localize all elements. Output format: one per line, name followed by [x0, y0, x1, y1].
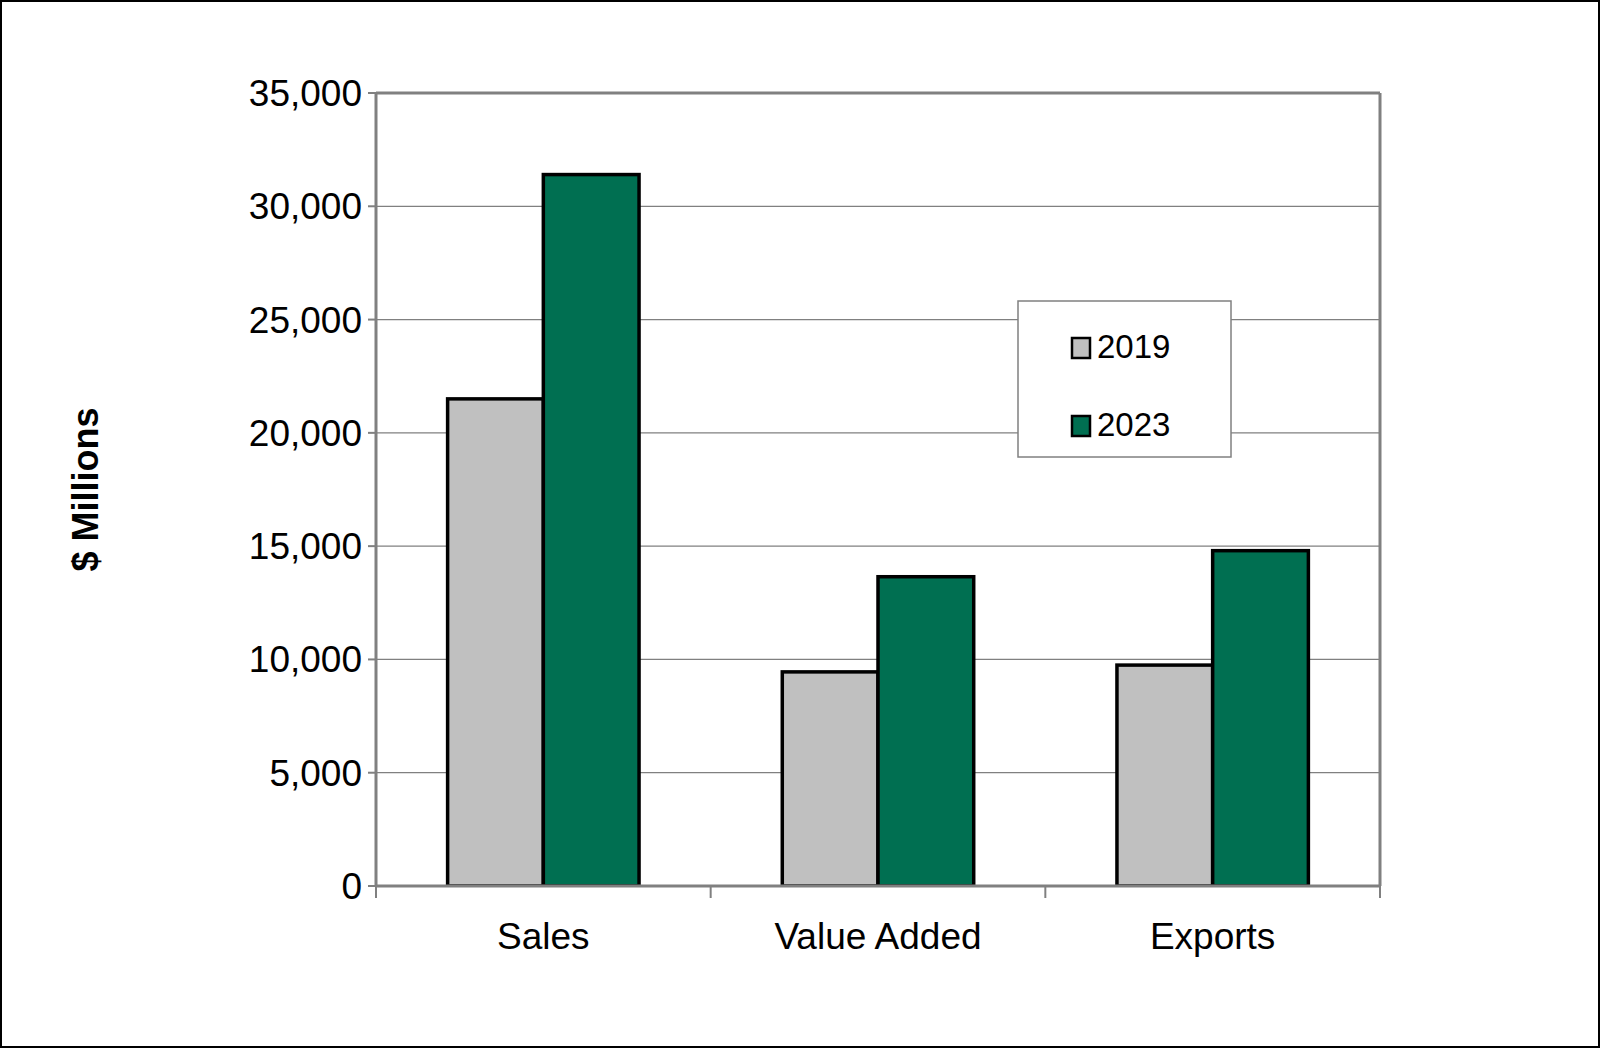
y-tick-label: 0: [341, 866, 362, 907]
x-tick: [375, 886, 377, 898]
plot-frame: [1379, 93, 1382, 886]
bar: [1213, 551, 1309, 886]
y-tick-label: 20,000: [249, 413, 362, 454]
y-axis: [375, 93, 378, 886]
grid-line: [376, 92, 1380, 93]
x-tick-label: Value Added: [774, 916, 981, 957]
y-axis-label: $ Millions: [65, 407, 106, 571]
bar: [782, 672, 878, 886]
bar: [448, 399, 544, 886]
bar: [878, 577, 974, 886]
x-tick: [1044, 886, 1046, 898]
bar: [543, 175, 639, 886]
legend-label: 2019: [1097, 328, 1170, 365]
x-tick: [1379, 886, 1381, 898]
y-tick-label: 35,000: [249, 73, 362, 114]
legend-label: 2023: [1097, 406, 1170, 443]
legend: 2019 2023: [1018, 301, 1231, 457]
bar: [1117, 665, 1213, 886]
y-tick-label: 5,000: [269, 753, 362, 794]
y-tick-label: 30,000: [249, 186, 362, 227]
x-tick: [710, 886, 712, 898]
outer-border: [1, 1, 1599, 1047]
y-tick-label: 25,000: [249, 300, 362, 341]
x-tick-label: Sales: [497, 916, 590, 957]
y-tick-label: 15,000: [249, 526, 362, 567]
x-axis: [376, 885, 1380, 888]
chart: 0 5,000 10,000 15,000 20,000 25,000 30,000 35,0…: [0, 0, 1600, 1048]
bars: [448, 175, 1309, 886]
legend-swatch: [1072, 416, 1090, 436]
plot-frame: [376, 92, 1380, 95]
grid-line: [376, 206, 1380, 207]
x-tick-label: Exports: [1150, 916, 1275, 957]
y-tick-label: 10,000: [249, 639, 362, 680]
legend-box: [1018, 301, 1231, 457]
legend-swatch: [1072, 338, 1090, 358]
